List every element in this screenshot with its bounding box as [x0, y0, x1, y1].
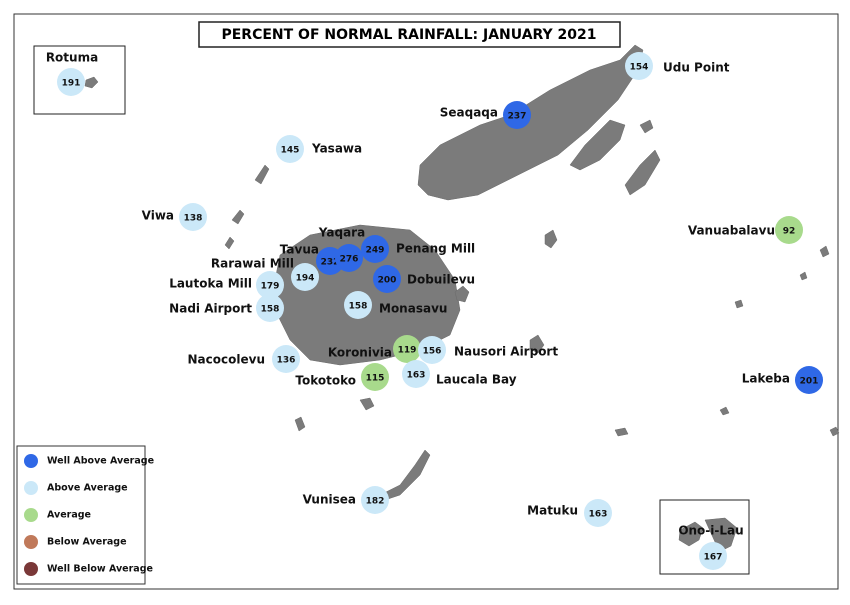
station-value: 167 [704, 553, 723, 563]
station-value: 201 [800, 377, 819, 387]
legend-label: Well Below Average [47, 564, 153, 575]
station-value: 194 [296, 274, 315, 284]
ono-i-lau-inset [659, 499, 750, 575]
legend-box [16, 445, 146, 585]
station-marker [179, 203, 207, 231]
station-marker [57, 68, 85, 96]
station-name: Rarawai Mill [211, 257, 294, 271]
station-marker [276, 135, 304, 163]
station-name: Penang Mill [396, 242, 475, 256]
station-name: Laucala Bay [436, 373, 517, 387]
legend-swatch [24, 454, 38, 468]
legend-swatch [24, 508, 38, 522]
station-value: 158 [349, 302, 368, 312]
station-value: 92 [783, 227, 796, 237]
title-box [198, 21, 621, 48]
station-value: 156 [423, 347, 442, 357]
station-name: Nausori Airport [454, 345, 558, 359]
station-value: 154 [630, 63, 649, 73]
station-marker [344, 291, 372, 319]
station-marker [361, 363, 389, 391]
legend-label: Below Average [47, 537, 127, 548]
station-marker [335, 244, 363, 272]
station-name: Matuku [527, 504, 578, 518]
station-name: Vunisea [303, 493, 356, 507]
station-name: Lakeba [742, 372, 790, 386]
legend-label: Well Above Average [47, 456, 154, 467]
rotuma-inset [33, 45, 126, 115]
station-value: 182 [366, 497, 385, 507]
title: PERCENT OF NORMAL RAINFALL: JANUARY 2021 [221, 27, 596, 43]
station-value: 163 [407, 371, 426, 381]
station-marker [418, 336, 446, 364]
station-marker [291, 263, 319, 291]
station-name: Tavua [280, 243, 319, 257]
station-marker [256, 294, 284, 322]
station-value: 115 [366, 374, 385, 384]
station-value: 119 [398, 346, 417, 356]
station-name: Udu Point [663, 61, 730, 75]
station-value: 200 [378, 276, 397, 286]
station-marker [361, 486, 389, 514]
legend-swatch [24, 481, 38, 495]
station-name: Monasavu [379, 302, 447, 316]
station-marker [361, 235, 389, 263]
station-marker [272, 345, 300, 373]
station-name: Koronivia [328, 346, 392, 360]
station-marker [393, 335, 421, 363]
station-name: Yasawa [311, 142, 362, 156]
legend-swatch [24, 535, 38, 549]
station-marker [795, 366, 823, 394]
station-value: 232 [321, 258, 340, 268]
station-value: 136 [277, 356, 296, 366]
legend-label: Above Average [47, 483, 128, 494]
legend-swatch [24, 562, 38, 576]
station-name: Seaqaqa [440, 106, 498, 120]
station-name: Dobuilevu [407, 273, 475, 287]
legend-label: Average [47, 510, 91, 521]
station-value: 191 [62, 79, 81, 89]
station-marker [402, 360, 430, 388]
station-marker [699, 542, 727, 570]
station-value: 237 [508, 112, 527, 122]
station-name: Ono-i-Lau [678, 524, 743, 538]
station-marker [775, 216, 803, 244]
station-value: 138 [184, 214, 203, 224]
station-name: Viwa [142, 209, 174, 223]
station-marker [625, 52, 653, 80]
station-value: 249 [366, 246, 385, 256]
station-name: Nadi Airport [169, 302, 252, 316]
station-value: 145 [281, 146, 300, 156]
station-value: 163 [589, 510, 608, 520]
station-name: Nacocolevu [188, 353, 265, 367]
station-marker [584, 499, 612, 527]
station-name: Lautoka Mill [169, 277, 252, 291]
station-marker [373, 265, 401, 293]
station-value: 158 [261, 305, 280, 315]
station-value: 276 [340, 255, 359, 265]
station-name: Vanuabalavu [688, 224, 775, 238]
station-name: Tokotoko [295, 374, 356, 388]
station-name: Rotuma [46, 51, 98, 65]
station-name: Yaqara [318, 226, 365, 240]
station-value: 179 [261, 282, 280, 292]
station-marker [256, 271, 284, 299]
station-marker [503, 101, 531, 129]
